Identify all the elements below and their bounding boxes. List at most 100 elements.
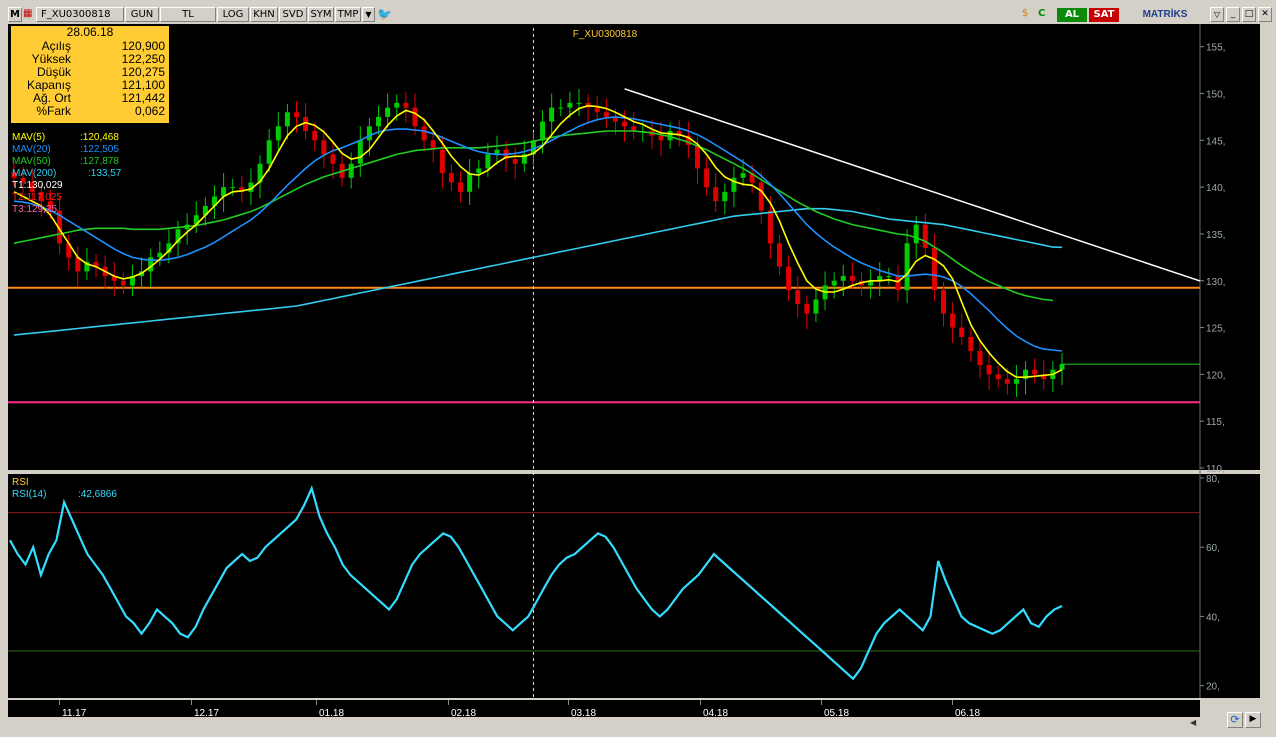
- collapse-icon[interactable]: ▽: [1210, 7, 1224, 22]
- candle: [321, 129, 327, 168]
- info-row-wavg: Ağ. Ort 121,442: [32, 91, 165, 105]
- legend-t1: T1:130,029: [12, 180, 63, 191]
- maximize-icon[interactable]: □: [1242, 7, 1256, 22]
- currency-button[interactable]: TL: [160, 7, 216, 22]
- candle: [749, 164, 755, 194]
- candle: [467, 159, 473, 205]
- rsi-y-tick-label: 40,: [1206, 612, 1220, 623]
- legend-t2: T2:117,025: [12, 192, 62, 203]
- candle: [303, 102, 309, 140]
- candle: [239, 175, 245, 203]
- candle: [886, 267, 892, 285]
- sync-icon[interactable]: ⟳: [1227, 712, 1243, 728]
- scroll-left-icon[interactable]: ◀: [1190, 718, 1197, 727]
- khn-button[interactable]: KHN: [250, 7, 278, 22]
- scroll-right-icon[interactable]: ▶: [1245, 712, 1261, 728]
- svd-button[interactable]: SVD: [279, 7, 307, 22]
- candle: [776, 234, 782, 276]
- candle: [931, 233, 937, 301]
- settings-grid-icon[interactable]: ▦: [23, 8, 33, 19]
- x-tick-label: 11.17: [62, 708, 87, 719]
- price-yaxis-bg: [1200, 24, 1260, 470]
- candle: [275, 112, 281, 152]
- y-tick-label: 130,: [1206, 277, 1225, 288]
- candle: [93, 253, 99, 278]
- candle: [120, 272, 126, 294]
- symbol-field[interactable]: F_XU0300818: [36, 7, 124, 22]
- refresh-icon[interactable]: C: [1038, 8, 1046, 19]
- candle: [576, 88, 582, 116]
- candle: [959, 313, 965, 346]
- buy-button[interactable]: AL: [1057, 8, 1087, 22]
- x-tick-label: 05.18: [824, 708, 850, 719]
- minimize-icon[interactable]: _: [1226, 7, 1240, 22]
- candle: [594, 96, 600, 121]
- candle: [986, 350, 992, 390]
- x-tick-label: 12.17: [194, 708, 220, 719]
- candle: [266, 129, 272, 173]
- candle: [1032, 358, 1038, 383]
- rsi-line: [9, 485, 1063, 681]
- candle: [722, 183, 728, 215]
- candle: [157, 241, 163, 266]
- candle: [1013, 365, 1019, 397]
- rsi-panel-bg: [8, 474, 1200, 698]
- info-row-open: Açılış 120,900: [41, 39, 165, 53]
- legend-mav5: MAV(5):120,468: [12, 132, 119, 143]
- y-tick-label: 125,: [1206, 324, 1225, 335]
- candle: [1059, 352, 1065, 386]
- candle: [840, 264, 846, 297]
- rsi-legend-value: :42,6866: [78, 489, 117, 500]
- legend-t3: T3:129,25: [12, 204, 58, 215]
- candle: [385, 93, 391, 128]
- candle: [558, 99, 564, 116]
- sell-button[interactable]: SAT: [1089, 8, 1119, 22]
- twitter-bird-icon[interactable]: 🐦: [377, 7, 392, 21]
- candle: [284, 103, 290, 140]
- period-button[interactable]: GUN: [125, 7, 159, 22]
- candle: [795, 276, 801, 318]
- mav200-line: [13, 207, 1063, 336]
- x-tick-label: 03.18: [571, 708, 597, 719]
- candle: [950, 302, 956, 344]
- candle: [740, 159, 746, 187]
- candle: [430, 129, 436, 163]
- candle: [421, 117, 427, 152]
- dropdown-arrow-icon[interactable]: ▼: [362, 7, 375, 22]
- matriks-m-button[interactable]: M: [8, 7, 22, 22]
- candle: [603, 98, 609, 128]
- candle: [622, 110, 628, 142]
- candle: [804, 295, 810, 329]
- x-tick: [568, 700, 569, 705]
- rsi-y-tick-label: 60,: [1206, 543, 1220, 554]
- candle: [403, 91, 409, 124]
- x-axis: [8, 700, 1200, 717]
- mav5-line: [13, 104, 1063, 379]
- candle: [202, 197, 208, 226]
- candle: [357, 126, 363, 177]
- sym-button[interactable]: SYM: [308, 7, 334, 22]
- rsi-yaxis-bg: [1200, 474, 1260, 698]
- trendline-t1: [624, 88, 1201, 282]
- candle: [868, 269, 874, 299]
- candle: [458, 171, 464, 203]
- candle: [494, 135, 500, 166]
- candle: [968, 328, 974, 362]
- candle: [713, 173, 719, 212]
- candle: [549, 93, 555, 138]
- y-tick-label: 150,: [1206, 90, 1225, 101]
- candle: [922, 213, 928, 257]
- candle: [221, 173, 227, 212]
- dollar-icon[interactable]: $: [1022, 8, 1029, 19]
- log-button[interactable]: LOG: [217, 7, 249, 22]
- candle: [75, 246, 81, 287]
- tmp-button[interactable]: TMP: [335, 7, 361, 22]
- candle: [685, 121, 691, 159]
- y-tick-label: 140,: [1206, 183, 1225, 194]
- ohlc-info-box: 28.06.18 Açılış 120,900 Yüksek 122,250 Düş…: [11, 26, 169, 123]
- close-icon[interactable]: ✕: [1258, 7, 1272, 22]
- legend-mav20: MAV(20):122,505: [12, 144, 119, 155]
- x-tick: [952, 700, 953, 705]
- candle: [567, 91, 573, 119]
